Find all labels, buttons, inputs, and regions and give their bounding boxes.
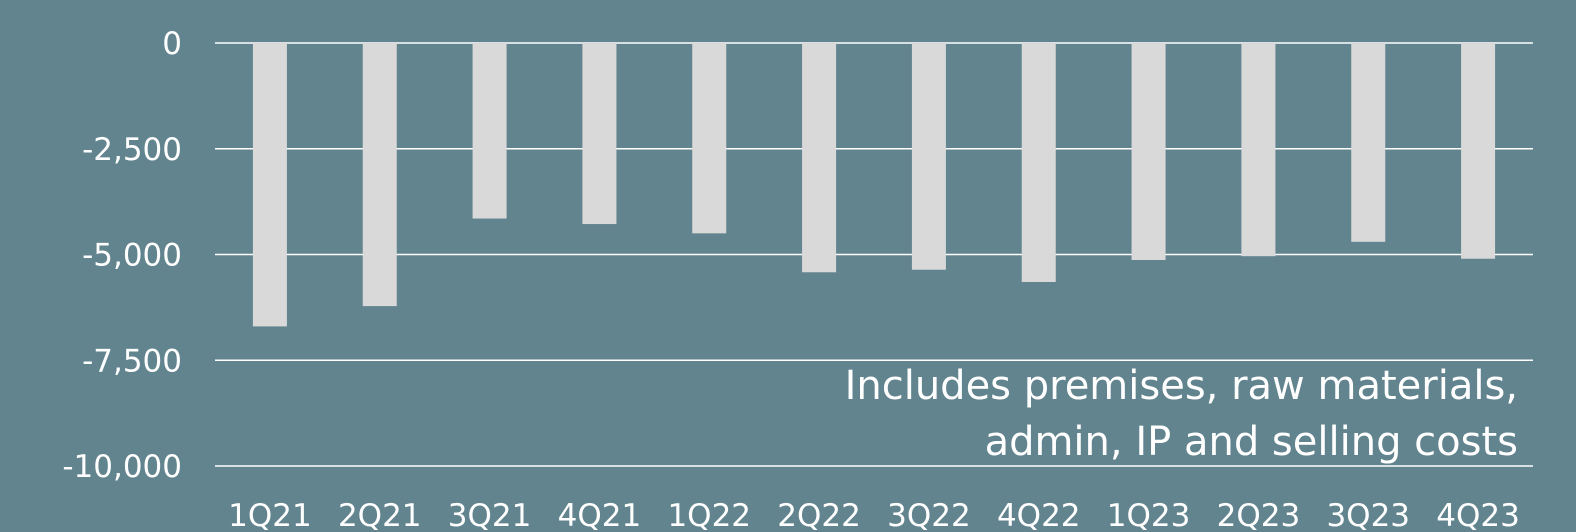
x-tick-label: 2Q23	[1217, 498, 1301, 532]
bar-1q21	[252, 43, 287, 327]
x-tick-label: 3Q22	[887, 498, 971, 532]
bar-3q21	[472, 43, 507, 219]
bar-2q21	[362, 43, 397, 307]
annotation-line-2: admin, IP and selling costs	[985, 419, 1518, 465]
x-tick-label: 1Q22	[667, 498, 751, 532]
bar-3q23	[1351, 43, 1386, 242]
x-tick-label: 1Q21	[228, 498, 312, 532]
bar-2q22	[802, 43, 837, 273]
bar-3q22	[911, 43, 946, 270]
x-tick-label: 1Q23	[1107, 498, 1191, 532]
annotation-line-1: Includes premises, raw materials,	[845, 363, 1518, 409]
x-tick-label: 4Q22	[997, 498, 1081, 532]
bars	[252, 43, 1496, 327]
x-tick-label: 2Q22	[777, 498, 861, 532]
bar-4q23	[1461, 43, 1496, 259]
x-tick-label: 4Q23	[1436, 498, 1520, 532]
y-axis-tick-labels: 0 -2,500 -5,000 -7,500 -10,000	[62, 26, 182, 485]
y-tick-label: 0	[162, 26, 182, 62]
gridlines	[215, 42, 1533, 467]
bar-1q22	[692, 43, 727, 234]
chart-annotation: Includes premises, raw materials, admin,…	[845, 363, 1518, 465]
x-axis-tick-labels: 1Q21 2Q21 3Q21 4Q21 1Q22 2Q22 3Q22 4Q22 1Q23 2Q23…	[228, 498, 1520, 532]
bar-4q21	[582, 43, 617, 225]
bar-1q23	[1131, 43, 1166, 260]
x-tick-label: 3Q21	[448, 498, 532, 532]
y-tick-label: -2,500	[82, 132, 182, 168]
y-tick-label: -5,000	[82, 238, 182, 274]
y-tick-label: -10,000	[62, 449, 182, 485]
x-tick-label: 2Q21	[338, 498, 422, 532]
x-tick-label: 3Q23	[1326, 498, 1410, 532]
y-tick-label: -7,500	[82, 343, 182, 379]
bar-2q23	[1241, 43, 1276, 257]
x-tick-label: 4Q21	[558, 498, 642, 532]
bar-4q22	[1021, 43, 1056, 282]
